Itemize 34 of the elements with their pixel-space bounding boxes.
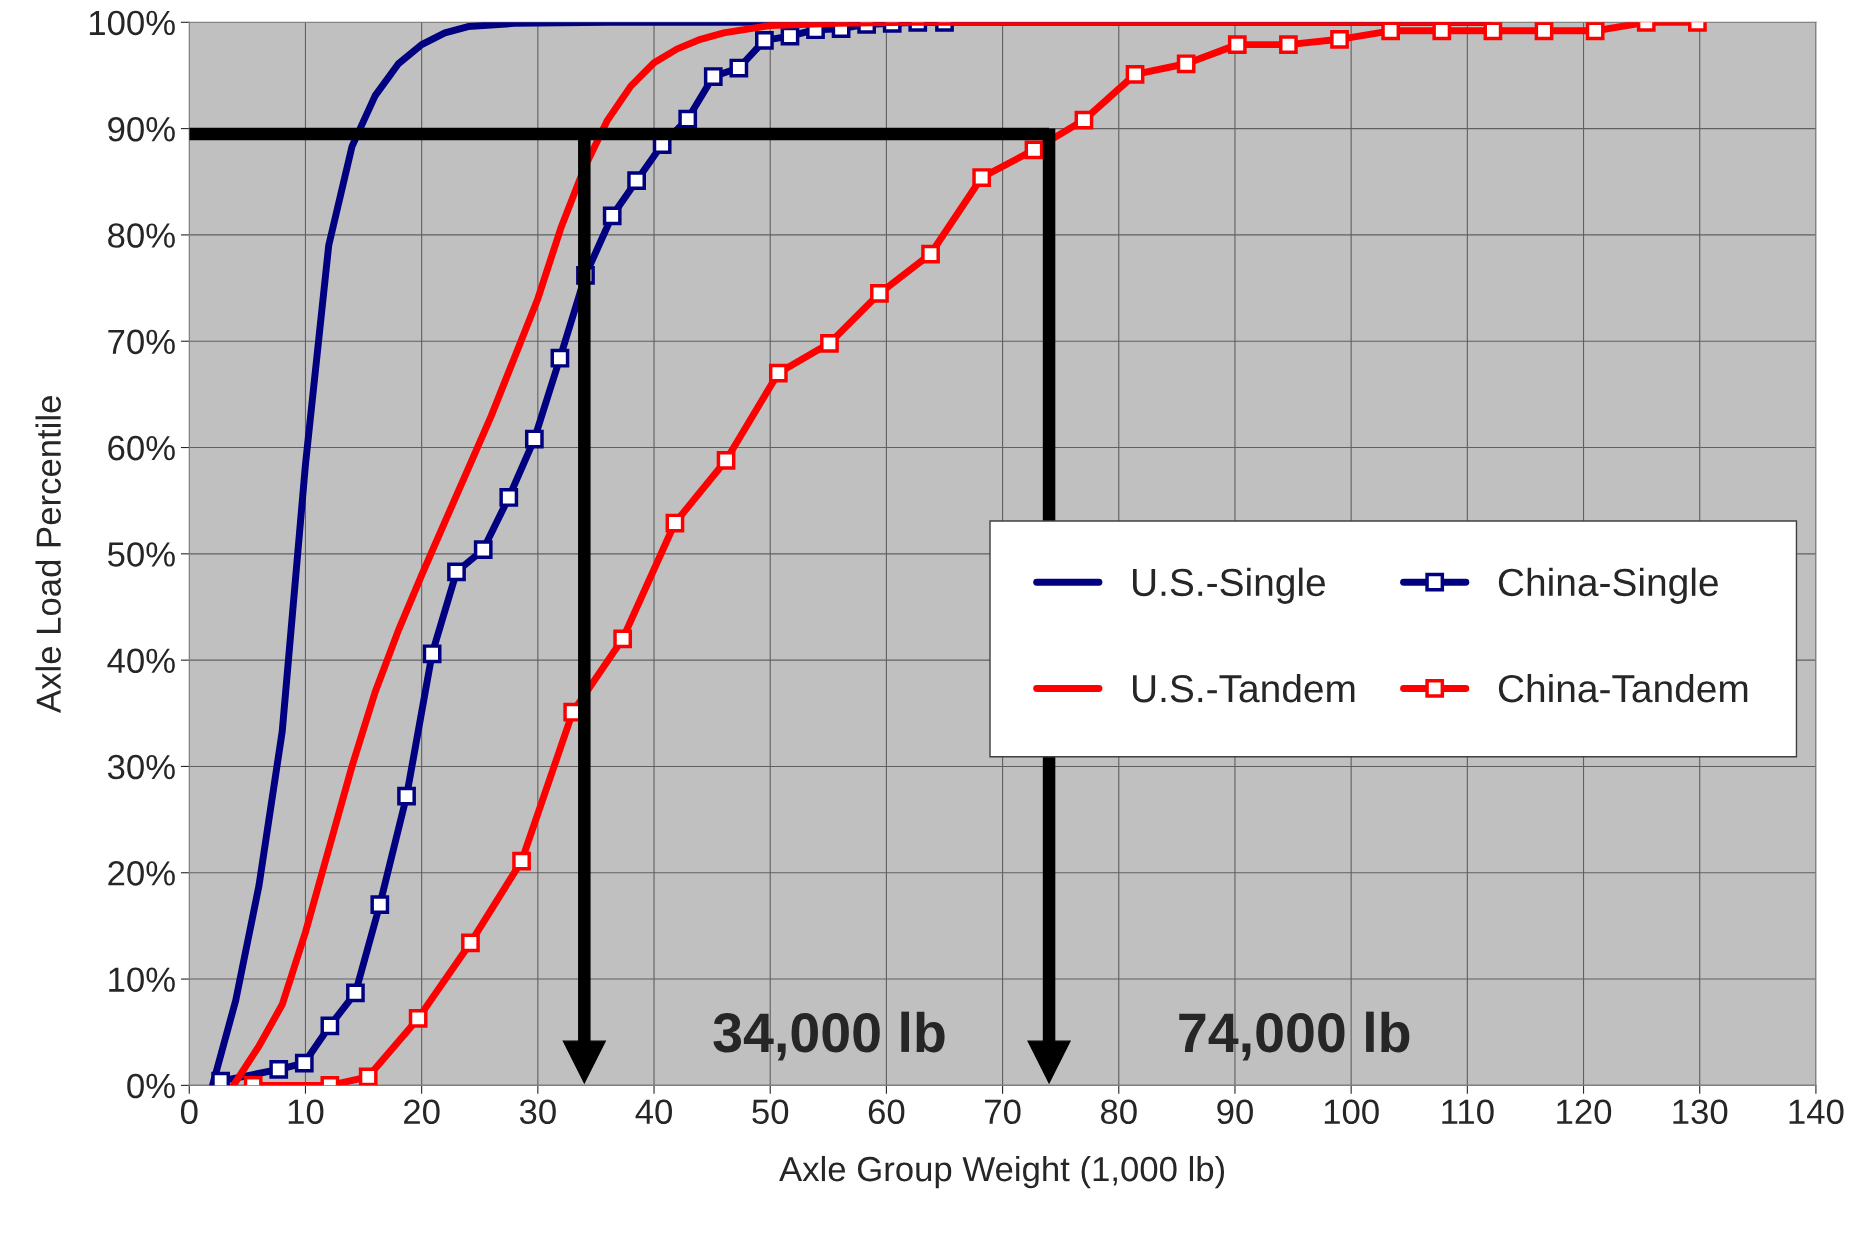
y-tick-label: 100% — [89, 10, 175, 36]
x-axis-title: Axle Group Weight (1,000 lb) — [779, 1155, 1225, 1189]
x-tick-label: 120 — [1557, 1099, 1612, 1125]
y-tick-label: 40% — [107, 648, 175, 674]
x-tick-label: 20 — [404, 1099, 440, 1125]
x-tick-label: 80 — [1100, 1099, 1137, 1125]
legend-label: China-Single — [1498, 567, 1718, 604]
x-tick-label: 30 — [519, 1099, 556, 1125]
y-tick-label: 60% — [108, 435, 175, 461]
x-tick-label: 60 — [868, 1099, 905, 1125]
y-tick-label: 50% — [107, 542, 175, 567]
x-tick-label: 70 — [985, 1099, 1021, 1125]
x-tick-label: 110 — [1442, 1099, 1494, 1125]
x-tick-label: 0 — [180, 1099, 198, 1125]
x-tick-label: 90 — [1217, 1099, 1253, 1125]
y-axis-title: Axle Load Percentile — [35, 396, 61, 713]
y-tick-label: 30% — [107, 754, 175, 780]
y-tick-label: 80% — [108, 223, 175, 248]
ref-line-label: 34,000 lb — [713, 1011, 945, 1061]
legend-label: U.S.-Single — [1133, 567, 1325, 604]
y-tick-label: 0% — [127, 1073, 175, 1099]
y-tick-label: 10% — [109, 967, 175, 992]
y-tick-label: 90% — [108, 116, 175, 142]
y-tick-label: 20% — [108, 861, 175, 886]
x-tick-label: 50 — [752, 1099, 789, 1125]
x-tick-label: 130 — [1673, 1099, 1728, 1125]
x-tick-label: 140 — [1789, 1099, 1844, 1125]
y-tick-label: 70% — [108, 329, 175, 355]
ref-line-label: 74,000 lb — [1179, 1011, 1410, 1061]
x-tick-label: 40 — [635, 1099, 672, 1125]
x-tick-label: 10 — [288, 1099, 324, 1125]
legend-label: U.S.-Tandem — [1133, 673, 1355, 703]
legend-label: China-Tandem — [1498, 673, 1748, 703]
x-tick-label: 100 — [1324, 1099, 1379, 1125]
